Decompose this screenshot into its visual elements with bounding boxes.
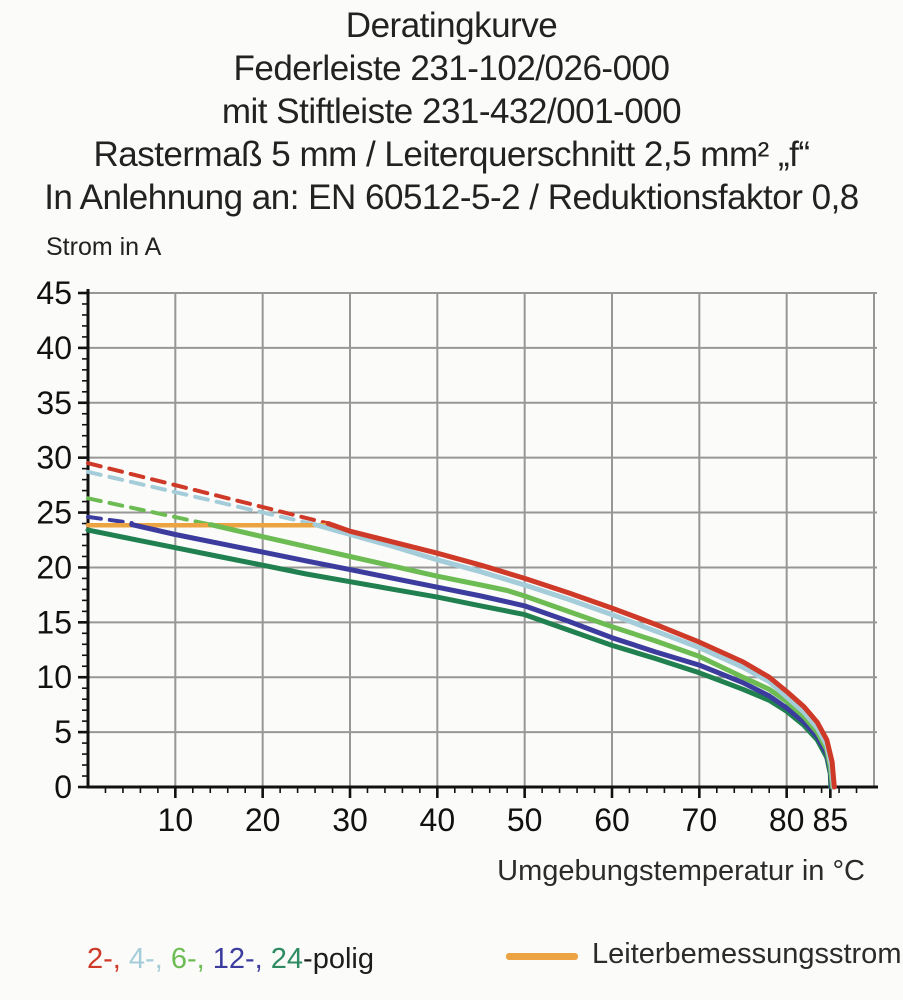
y-tick-label-40: 40	[36, 330, 72, 366]
y-tick-label-15: 15	[36, 604, 72, 640]
legend-entry-24-polig: 24	[270, 943, 304, 975]
y-axis-title: Strom in A	[46, 233, 162, 261]
y-tick-label-30: 30	[36, 440, 72, 476]
curve-12-polig-dashed	[86, 514, 134, 525]
curve-2-polig-dashed	[86, 461, 331, 526]
y-tick-label-10: 10	[36, 659, 72, 695]
curve-4-polig	[312, 522, 836, 790]
x-tick-label-10: 10	[158, 802, 194, 838]
legend-entry-4-polig: 4-,	[128, 943, 163, 975]
title-line-5: In Anlehnung an: EN 60512-5-2 / Reduktio…	[44, 178, 859, 217]
chart-title-block: Deratingkurve Federleiste 231-102/026-00…	[0, 4, 903, 219]
curve-6-polig	[207, 522, 835, 790]
x-tick-label-20: 20	[245, 802, 281, 838]
legend-rated-current: Leiterbemessungsstrom	[506, 938, 901, 971]
x-axis-title: Umgebungstemperatur in °C	[497, 855, 865, 887]
legend-entry-6-polig: 6-,	[170, 943, 205, 975]
y-tick-label-45: 45	[36, 275, 72, 311]
title-line-2: Federleiste 231-102/026-000	[233, 49, 670, 88]
x-tick-label-80: 80	[769, 802, 805, 838]
x-tick-label-30: 30	[332, 802, 368, 838]
curve-4-polig-dashed	[86, 469, 318, 527]
rated-current-line-swatch	[506, 953, 578, 960]
x-tick-label-85: 85	[813, 802, 849, 838]
y-tick-label-5: 5	[54, 714, 72, 750]
legend-entry-2-polig: 2-,	[87, 943, 121, 975]
title-line-4: Rastermaß 5 mm / Leiterquerschnitt 2,5 m…	[93, 135, 810, 174]
legend-suffix-polig: -polig	[303, 943, 374, 975]
curve-6-polig-dashed	[86, 496, 213, 527]
legend-pole-counts: 2-, 4-, 6-, 12-, 24-polig	[87, 943, 374, 976]
y-tick-label-20: 20	[36, 549, 72, 585]
x-tick-label-60: 60	[594, 802, 630, 838]
x-tick-label-40: 40	[420, 802, 456, 838]
title-line-1: Deratingkurve	[345, 6, 558, 45]
y-tick-label-25: 25	[36, 495, 72, 531]
curve-2-polig	[325, 521, 837, 790]
y-tick-label-0: 0	[54, 769, 72, 805]
x-tick-label-70: 70	[682, 802, 718, 838]
legend-entry-12-polig: 12-,	[212, 943, 263, 975]
title-line-3: mit Stiftleiste 231-432/001-000	[221, 92, 682, 131]
x-tick-label-50: 50	[507, 802, 543, 838]
y-tick-label-35: 35	[36, 385, 72, 421]
rated-current-label: Leiterbemessungsstrom	[592, 938, 902, 970]
curve-12-polig	[129, 522, 835, 790]
